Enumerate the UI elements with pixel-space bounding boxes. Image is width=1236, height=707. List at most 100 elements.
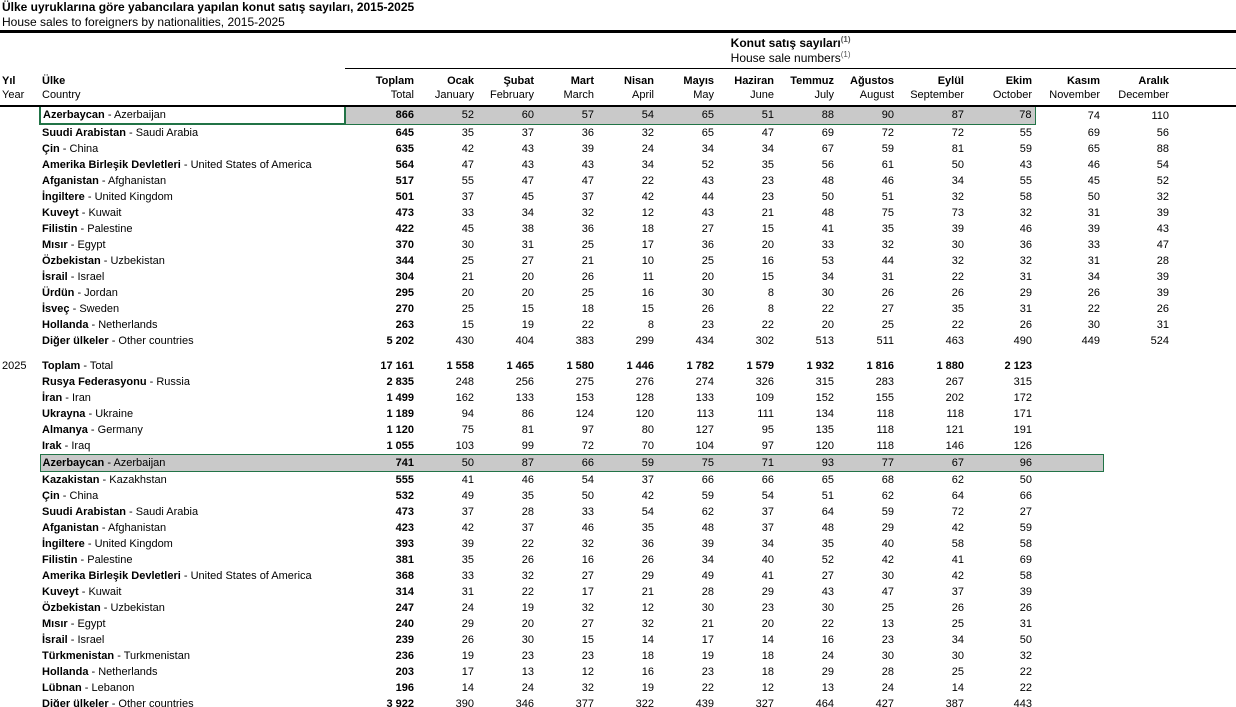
cell-value[interactable]: 87 bbox=[897, 105, 967, 125]
cell-value[interactable]: 38 bbox=[521, 223, 534, 235]
cell-value[interactable]: 34 bbox=[951, 175, 964, 187]
cell-value[interactable]: 81 bbox=[951, 143, 964, 155]
cell-value[interactable] bbox=[1035, 664, 1103, 680]
cell-value[interactable]: 31 bbox=[1019, 303, 1032, 315]
cell-value[interactable]: 12 bbox=[641, 207, 654, 219]
cell-value[interactable]: 1 880 bbox=[936, 360, 964, 372]
cell-value[interactable]: 31 bbox=[1019, 618, 1032, 630]
cell-value[interactable]: 39 bbox=[461, 538, 474, 550]
cell-value[interactable]: 315 bbox=[1013, 376, 1032, 388]
cell-value[interactable]: 26 bbox=[1087, 287, 1100, 299]
cell-value[interactable]: 24 bbox=[461, 602, 474, 614]
cell-value[interactable]: 32 bbox=[521, 570, 534, 582]
cell-value[interactable]: 34 bbox=[701, 554, 714, 566]
cell-value[interactable]: 26 bbox=[1019, 319, 1032, 331]
cell-value[interactable]: 26 bbox=[951, 287, 964, 299]
cell-value[interactable]: 26 bbox=[521, 554, 534, 566]
cell-value[interactable]: 430 bbox=[455, 335, 474, 347]
cell-year[interactable] bbox=[0, 488, 40, 504]
cell-value[interactable]: 276 bbox=[635, 376, 654, 388]
cell-value[interactable]: 37 bbox=[641, 474, 654, 486]
cell-value[interactable]: 59 bbox=[1019, 522, 1032, 534]
cell-value[interactable]: 27 bbox=[521, 255, 534, 267]
cell-value[interactable]: 54 bbox=[641, 506, 654, 518]
cell-value[interactable]: 72 bbox=[581, 440, 594, 452]
cell-value[interactable]: 30 bbox=[701, 602, 714, 614]
cell-value[interactable]: 59 bbox=[881, 506, 894, 518]
cell-value[interactable]: 741 bbox=[345, 454, 417, 472]
cell-value[interactable]: 58 bbox=[1019, 570, 1032, 582]
cell-country[interactable]: Filistin - Palestine bbox=[40, 221, 345, 237]
cell-value[interactable]: 16 bbox=[761, 255, 774, 267]
cell-value[interactable]: 22 bbox=[821, 618, 834, 630]
cell-value[interactable]: 30 bbox=[821, 287, 834, 299]
cell-value[interactable]: 5 202 bbox=[386, 335, 414, 347]
cell-value[interactable]: 103 bbox=[455, 440, 474, 452]
cell-value[interactable]: 40 bbox=[761, 554, 774, 566]
cell-value[interactable]: 20 bbox=[521, 618, 534, 630]
cell-value[interactable]: 62 bbox=[951, 474, 964, 486]
cell-value[interactable]: 47 bbox=[881, 586, 894, 598]
cell-value[interactable]: 327 bbox=[755, 698, 774, 707]
cell-year[interactable] bbox=[0, 584, 40, 600]
cell-value[interactable]: 48 bbox=[821, 522, 834, 534]
cell-value[interactable]: 39 bbox=[701, 538, 714, 550]
cell-value[interactable]: 80 bbox=[641, 424, 654, 436]
cell-value[interactable]: 118 bbox=[876, 440, 894, 452]
cell-value[interactable]: 64 bbox=[821, 506, 834, 518]
cell-value[interactable] bbox=[1103, 584, 1172, 600]
cell-value[interactable] bbox=[1035, 488, 1103, 504]
cell-value[interactable]: 69 bbox=[1087, 126, 1100, 139]
cell-value[interactable]: 314 bbox=[395, 586, 414, 598]
cell-year[interactable] bbox=[0, 189, 40, 205]
cell-value[interactable]: 73 bbox=[951, 207, 964, 219]
cell-value[interactable]: 239 bbox=[395, 634, 414, 646]
cell-value[interactable]: 30 bbox=[881, 650, 894, 662]
cell-value[interactable]: 127 bbox=[695, 424, 714, 436]
cell-value[interactable]: 866 bbox=[344, 105, 417, 125]
cell-value[interactable]: 11 bbox=[642, 271, 654, 283]
cell-year[interactable] bbox=[0, 124, 40, 141]
cell-value[interactable]: 21 bbox=[581, 255, 594, 267]
cell-value[interactable]: 1 558 bbox=[446, 360, 474, 372]
cell-value[interactable]: 304 bbox=[395, 271, 414, 283]
cell-value[interactable]: 22 bbox=[581, 319, 594, 331]
cell-value[interactable]: 72 bbox=[951, 126, 964, 139]
cell-value[interactable]: 22 bbox=[821, 303, 834, 315]
cell-value[interactable]: 68 bbox=[881, 474, 894, 486]
cell-value[interactable]: 29 bbox=[821, 666, 834, 678]
cell-value[interactable] bbox=[1103, 616, 1172, 632]
cell-value[interactable]: 55 bbox=[1019, 175, 1032, 187]
cell-country[interactable]: Ürdün - Jordan bbox=[40, 285, 345, 301]
cell-value[interactable]: 283 bbox=[875, 376, 894, 388]
cell-value[interactable]: 30 bbox=[881, 570, 894, 582]
cell-value[interactable]: 43 bbox=[521, 143, 534, 155]
cell-value[interactable]: 19 bbox=[521, 319, 534, 331]
cell-value[interactable]: 20 bbox=[701, 271, 714, 283]
cell-value[interactable]: 299 bbox=[635, 335, 654, 347]
cell-value[interactable]: 14 bbox=[641, 634, 654, 646]
cell-value[interactable]: 96 bbox=[967, 454, 1035, 472]
cell-value[interactable]: 48 bbox=[821, 207, 834, 219]
cell-value[interactable]: 368 bbox=[395, 570, 414, 582]
cell-value[interactable]: 46 bbox=[881, 175, 894, 187]
cell-value[interactable] bbox=[1035, 584, 1103, 600]
cell-value[interactable]: 41 bbox=[951, 554, 964, 566]
cell-value[interactable]: 16 bbox=[641, 287, 654, 299]
cell-value[interactable]: 15 bbox=[461, 319, 474, 331]
cell-country[interactable]: Türkmenistan - Turkmenistan bbox=[40, 648, 345, 664]
cell-year[interactable] bbox=[0, 333, 40, 349]
cell-value[interactable]: 35 bbox=[761, 159, 774, 171]
cell-value[interactable]: 133 bbox=[515, 392, 534, 404]
cell-country[interactable]: Rusya Federasyonu - Russia bbox=[40, 374, 345, 390]
cell-value[interactable]: 34 bbox=[821, 271, 834, 283]
cell-value[interactable]: 27 bbox=[581, 618, 594, 630]
cell-value[interactable]: 501 bbox=[395, 191, 414, 203]
cell-value[interactable]: 2 835 bbox=[386, 376, 414, 388]
cell-country[interactable]: Amerika Birleşik Devletleri - United Sta… bbox=[40, 157, 345, 173]
cell-value[interactable]: 18 bbox=[761, 666, 774, 678]
cell-value[interactable]: 19 bbox=[701, 650, 714, 662]
cell-value[interactable]: 55 bbox=[461, 175, 474, 187]
cell-value[interactable]: 390 bbox=[455, 698, 474, 707]
cell-year[interactable] bbox=[0, 438, 40, 455]
